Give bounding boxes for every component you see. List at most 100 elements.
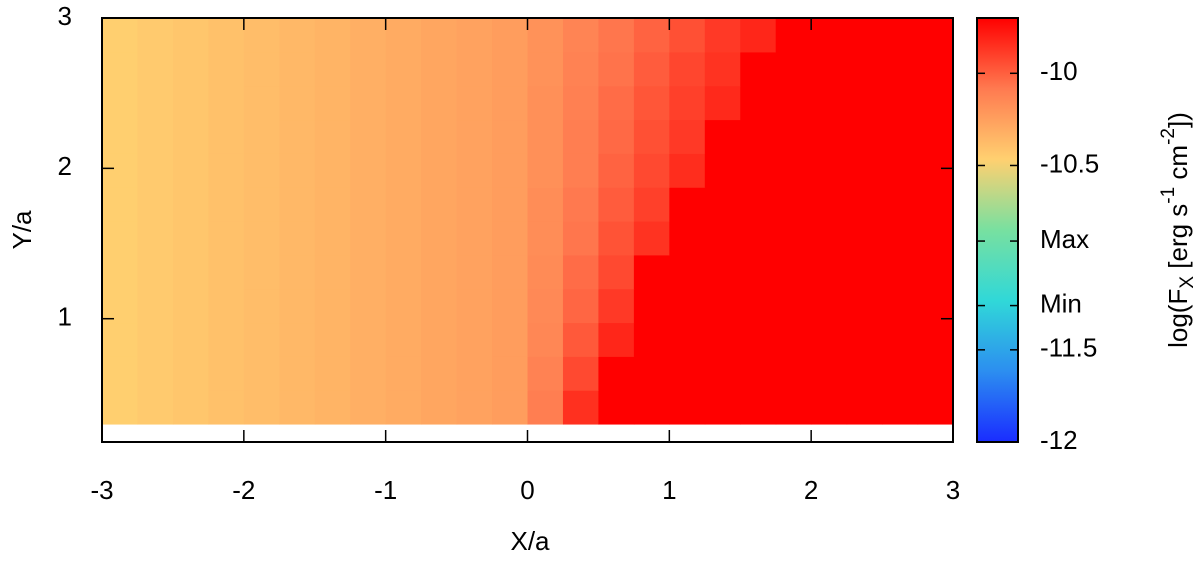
heat-cell [846,18,883,53]
heat-cell [811,390,848,425]
x-tick-label: -3 [90,475,113,505]
heat-cell [527,322,564,357]
heat-cell [669,390,706,425]
heat-cell [492,288,529,324]
heat-cell [527,153,564,188]
heat-cell [314,119,351,154]
colorbar-tick-label: -11.5 [1040,333,1097,363]
heat-cell [385,390,422,425]
heat-cell [846,390,883,425]
label-part: cm [1163,145,1193,187]
heat-cell [669,220,706,256]
heat-cell [669,18,706,53]
colorbar-tick-label: -10 [1040,56,1078,86]
heat-cell [314,356,351,391]
heat-cell [492,220,529,256]
heat-cell [740,322,777,357]
heat-cell [243,153,280,188]
heat-cell [704,220,741,256]
heat-cell [456,85,493,121]
heat-cell [421,51,458,87]
heat-cell [633,288,670,324]
heat-cell [421,153,458,188]
heat-cell [279,187,316,222]
heat-cell [421,85,458,121]
heat-cell [775,254,812,290]
heat-cell [137,153,174,188]
heat-cell [385,322,422,357]
heat-cell [633,187,670,222]
heat-cell [775,153,812,188]
heat-cell [172,85,209,121]
colorbar-tick-label: -10.5 [1040,148,1099,178]
heat-cell [846,187,883,222]
heat-cell [385,18,422,53]
heat-cell [456,187,493,222]
heat-cell [172,18,209,53]
heat-cell [492,85,529,121]
heat-cell [456,356,493,391]
heat-cell [633,322,670,357]
heat-cell [527,390,564,425]
heat-cell [882,18,919,53]
heat-cell [882,51,919,87]
x-axis-label: X/a [510,526,550,556]
heat-cell [846,119,883,154]
heat-cell [208,254,245,290]
heat-cell [492,119,529,154]
heat-cell [562,119,600,154]
heat-cell [385,119,422,154]
heat-cell [633,18,670,53]
heat-cell [917,322,954,357]
heat-cell [102,187,139,222]
heat-cell [102,254,139,290]
heat-cell [102,288,139,324]
heat-cell [775,288,812,324]
heat-cell [385,85,422,121]
heat-cell [704,119,741,154]
heat-cell [421,187,458,222]
heat-cell [456,288,493,324]
heat-cell [775,51,812,87]
heat-cell [527,356,564,391]
heat-cell [172,220,209,256]
heat-cell [137,390,174,425]
heat-cell [775,119,812,154]
colorbar-tick-label: -12 [1040,425,1078,455]
heat-cell [102,390,139,425]
heat-cell [882,356,919,391]
heat-cell [811,322,848,357]
heat-cell [172,51,209,87]
label-part: ]) [1163,112,1193,128]
heat-cell [350,356,387,391]
heat-cell [350,85,387,121]
heat-cell [598,85,635,121]
heat-cell [917,187,954,222]
heat-cell [562,220,600,256]
heat-cell [243,18,280,53]
heat-cell [775,220,812,256]
heat-cell [846,51,883,87]
heat-cell [385,356,422,391]
heat-cell [633,220,670,256]
heat-cell [598,220,635,256]
heat-cell [208,85,245,121]
heat-cell [243,51,280,87]
heat-cell [385,288,422,324]
label-part: [erg s [1163,204,1193,276]
heat-cell [740,18,777,53]
heat-cell [633,85,670,121]
x-tick-label: 3 [946,475,960,505]
heat-cell [279,119,316,154]
heat-cell [562,18,600,53]
heat-cell [669,322,706,357]
heat-cell [811,220,848,256]
heat-cell [102,322,139,357]
heat-cell [527,254,564,290]
heat-cell [598,153,635,188]
heat-cell [456,254,493,290]
heat-cell [527,187,564,222]
heat-cell [172,254,209,290]
heat-cell [775,187,812,222]
heat-cell [917,85,954,121]
